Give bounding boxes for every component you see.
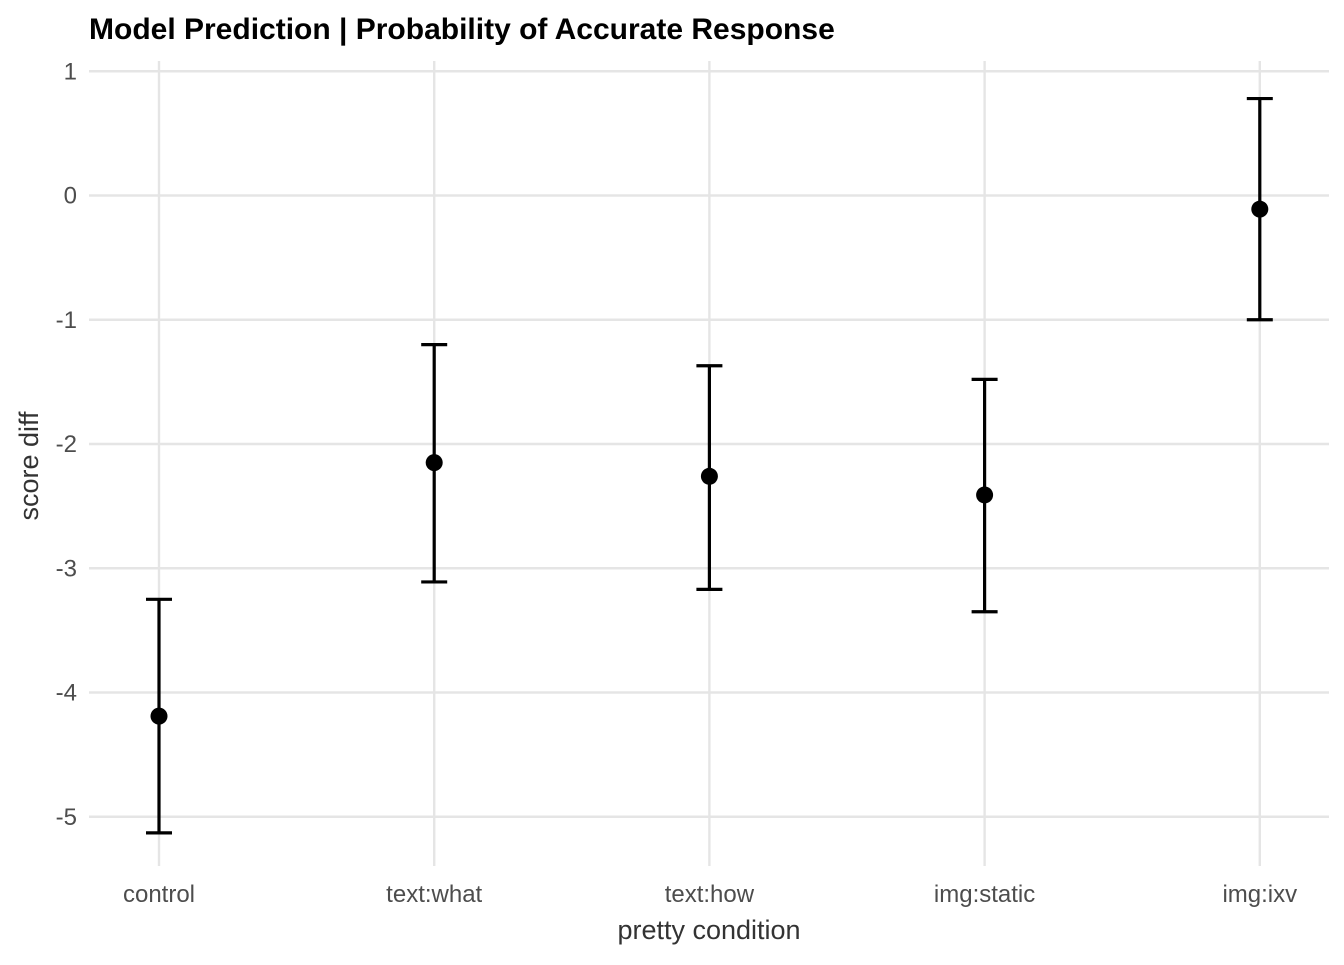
estimate-point xyxy=(976,486,994,504)
y-tick-label: -5 xyxy=(56,804,77,831)
point-layer xyxy=(150,200,1269,725)
y-tick-label: 0 xyxy=(64,183,77,210)
estimate-point xyxy=(1251,200,1269,218)
y-tick-label: -4 xyxy=(56,680,77,707)
y-axis-ticks: 1 0 -1 -2 -3 -4 -5 xyxy=(56,58,77,831)
y-tick-label: 1 xyxy=(64,58,77,85)
y-tick-label: -3 xyxy=(56,555,77,582)
x-tick-label: control xyxy=(123,881,195,908)
x-axis-title: pretty condition xyxy=(617,915,800,945)
estimate-point xyxy=(150,707,168,725)
y-tick-label: -2 xyxy=(56,431,77,458)
x-tick-label: img:static xyxy=(934,881,1035,908)
estimate-point xyxy=(700,467,718,485)
chart-title: Model Prediction | Probability of Accura… xyxy=(89,13,835,46)
y-axis-title: score diff xyxy=(14,411,44,521)
x-tick-label: img:ixv xyxy=(1222,881,1297,908)
x-tick-label: text:how xyxy=(665,881,755,908)
y-tick-label: -1 xyxy=(56,307,77,334)
estimate-point xyxy=(425,454,443,472)
x-axis-ticks: control text:what text:how img:static img:ix… xyxy=(123,881,1297,908)
x-tick-label: text:what xyxy=(386,881,482,908)
